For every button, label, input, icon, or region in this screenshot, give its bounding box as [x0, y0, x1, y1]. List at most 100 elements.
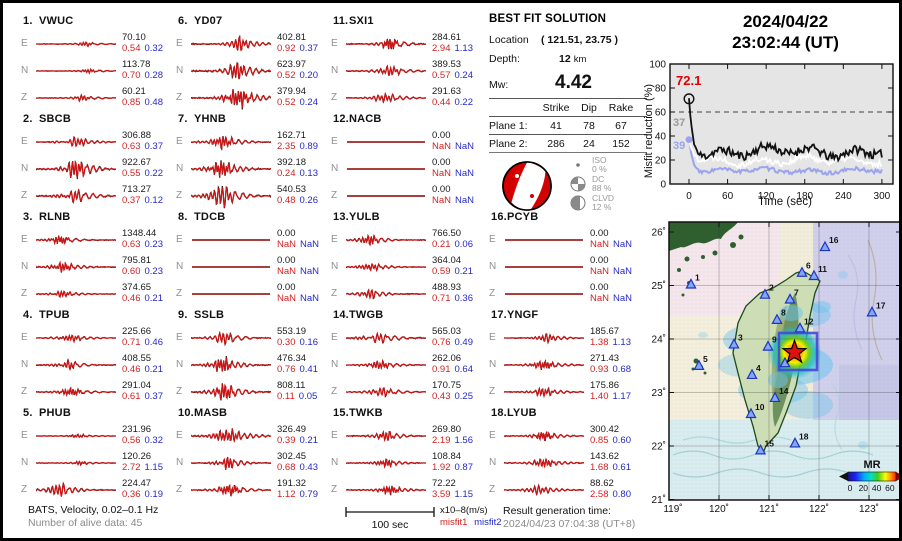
- waveform-plot: [36, 135, 116, 148]
- misfit1-value: 0.24: [277, 167, 296, 179]
- iso-glyph-icon: [576, 162, 580, 167]
- svg-text:9: 9: [772, 334, 777, 344]
- station-group: 17.YNGF E 185.67 1.38 1.13 N 271.43 0.93 0.68 Z 17…: [489, 309, 641, 405]
- component-label: Z: [176, 190, 183, 201]
- misfit1-value: 0.36: [122, 488, 141, 500]
- amplitude-value: 402.81: [277, 32, 307, 43]
- waveform-plot: [347, 141, 425, 143]
- misfit1-value: 0.57: [432, 69, 451, 81]
- trace-row: N 271.43 0.93 0.68: [489, 351, 641, 378]
- waveform-plot: [346, 331, 426, 344]
- amplitude-value: 185.67: [590, 326, 620, 337]
- component-label: E: [21, 332, 28, 343]
- waveform-plot: [36, 93, 116, 103]
- component-label: Z: [21, 92, 28, 103]
- misfit1-value: NaN: [432, 194, 452, 206]
- station-triangle-icon: [762, 340, 774, 351]
- misfit2-value: 0.24: [299, 96, 319, 108]
- misfit1-value: 1.38: [590, 336, 609, 348]
- svg-text:20: 20: [655, 156, 667, 167]
- trace-values: 143.62 1.68 0.61: [590, 451, 638, 473]
- svg-text:180: 180: [796, 191, 813, 202]
- trace-row: N 0.00 NaN NaN: [176, 253, 328, 280]
- misfit2-value: 0.48: [144, 96, 164, 108]
- misfit1-value: 0.60: [122, 265, 141, 277]
- waveform-plot: [36, 460, 116, 467]
- component-label: N: [489, 457, 497, 468]
- misfit1-value: NaN: [277, 265, 297, 277]
- amplitude-value: 392.18: [277, 157, 307, 168]
- trace-values: 0.00 NaN NaN: [277, 255, 325, 277]
- station-group: 15.TWKB E 269.80 2.19 1.56 N 108.84 1.92 0.87 Z 72…: [331, 407, 483, 503]
- trace-row: Z 191.32 1.12 0.79: [176, 476, 328, 503]
- misfit1-value: 0.63: [122, 238, 141, 250]
- amplitude-value: 408.55: [122, 353, 152, 364]
- component-label: E: [176, 430, 183, 441]
- svg-text:0: 0: [660, 180, 666, 191]
- trace-values: 262.06 0.91 0.64: [432, 353, 480, 375]
- trace-values: 120.26 2.72 1.15: [122, 451, 170, 473]
- amplitude-value: 553.19: [277, 326, 307, 337]
- amplitude-value: 162.71: [277, 130, 307, 141]
- misfit2-value: 0.25: [454, 390, 474, 402]
- component-label: E: [331, 234, 338, 245]
- misfit1-value: 1.12: [277, 488, 296, 500]
- table-row: Plane 2: 286 24 152: [489, 134, 647, 152]
- misfit1-value: 0.21: [432, 238, 451, 250]
- amplitude-value: 302.45: [277, 451, 307, 462]
- svg-text:17: 17: [876, 300, 886, 310]
- trace-row: Z 291.63 0.44 0.22: [331, 84, 483, 111]
- col-rake: Rake: [608, 101, 634, 114]
- amplitude-value: 191.32: [277, 478, 307, 489]
- misfit2-value: 0.37: [144, 390, 164, 402]
- svg-text:240: 240: [835, 191, 852, 202]
- amplitude-value: 291.63: [432, 86, 462, 97]
- misfit2-value: 0.06: [454, 238, 474, 250]
- misfit2-value: 0.24: [454, 69, 474, 81]
- trace-row: Z 0.00 NaN NaN: [489, 280, 641, 307]
- waveform-plot: [504, 430, 584, 442]
- component-label: Z: [331, 92, 338, 103]
- svg-text:25˚: 25˚: [652, 280, 666, 292]
- decomposition-item: DC 88 %: [567, 175, 614, 193]
- trace-values: 88.62 2.58 0.80: [590, 478, 638, 500]
- component-label: E: [176, 332, 183, 343]
- trace-values: 191.32 1.12 0.79: [277, 478, 325, 500]
- component-label: N: [176, 359, 184, 370]
- trace-values: 0.00 NaN NaN: [277, 282, 325, 304]
- misfit2-value: 1.15: [454, 488, 474, 500]
- station-group: 1. VWUC E 70.10 0.54 0.32 N 113.78 0.70 0.28 Z 60.2…: [21, 15, 173, 111]
- waveform-plot: [36, 481, 116, 497]
- amplitude-value: 284.61: [432, 32, 462, 43]
- misfit2-value: 0.80: [612, 488, 632, 500]
- waveform-plot: [191, 355, 271, 372]
- trace-values: 60.21 0.85 0.48: [122, 86, 170, 108]
- component-label: Z: [489, 288, 496, 299]
- misfit1-value: 0.71: [432, 292, 451, 304]
- misfit1-value: NaN: [277, 292, 297, 304]
- decomposition-text: CLVD 12 %: [592, 193, 615, 212]
- trace-values: 623.97 0.52 0.20: [277, 59, 325, 81]
- trace-values: 269.80 2.19 1.56: [432, 424, 480, 446]
- station-label: 3. RLNB: [23, 211, 71, 223]
- misfit1-value: 0.54: [122, 42, 141, 54]
- clvd-glyph-icon: [570, 195, 586, 210]
- misfit1-value: 0.48: [277, 194, 296, 206]
- amplitude-value: 808.11: [277, 380, 306, 391]
- misfit2-value: 0.23: [144, 238, 164, 250]
- misfit1-value: 0.63: [122, 140, 141, 152]
- waveform-plot: [36, 289, 116, 299]
- svg-text:120: 120: [758, 191, 775, 202]
- trace-values: 392.18 0.24 0.13: [277, 157, 325, 179]
- amplitude-value: 108.84: [432, 451, 462, 462]
- location-value: ( 121.51, 23.75 ): [541, 34, 619, 46]
- component-label: E: [331, 332, 338, 343]
- misfit2-value: 1.13: [454, 42, 474, 54]
- misfit2-value: 0.37: [144, 140, 164, 152]
- svg-text:123˚: 123˚: [859, 503, 879, 515]
- component-label: E: [176, 38, 183, 49]
- misfit2-value: 0.68: [612, 363, 632, 375]
- amplitude-value: 170.75: [432, 380, 462, 391]
- station-triangle-icon: [693, 359, 705, 370]
- misfit1-value: 0.30: [277, 336, 296, 348]
